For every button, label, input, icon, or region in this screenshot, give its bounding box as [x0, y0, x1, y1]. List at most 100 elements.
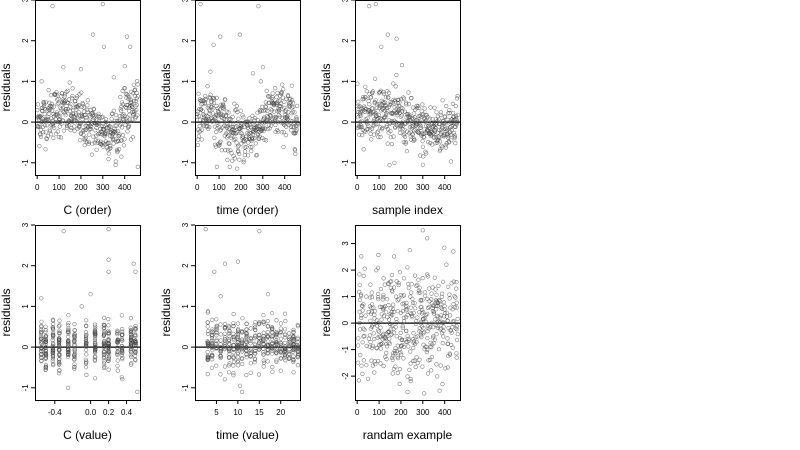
data-point	[95, 138, 100, 143]
data-point	[84, 352, 89, 357]
y-tick-label: 2	[21, 263, 30, 268]
data-point	[231, 323, 236, 329]
data-point	[214, 317, 219, 322]
data-point	[119, 375, 124, 380]
data-point	[421, 331, 426, 336]
data-point	[231, 337, 236, 342]
data-point	[416, 277, 421, 282]
data-point	[380, 297, 385, 302]
data-point	[427, 286, 432, 291]
data-point	[377, 101, 382, 106]
data-point	[430, 309, 436, 314]
x-tick-label: -0.4	[48, 408, 62, 417]
data-point	[420, 364, 425, 369]
data-point	[280, 115, 285, 120]
data-point	[287, 339, 292, 344]
data-point	[294, 116, 299, 121]
data-point	[111, 75, 116, 80]
data-point	[398, 350, 403, 355]
data-point	[435, 323, 440, 328]
data-point	[409, 282, 414, 287]
data-point	[289, 128, 294, 133]
data-point	[47, 129, 53, 134]
data-point	[111, 108, 116, 113]
data-point	[417, 329, 422, 334]
data-point	[433, 126, 438, 131]
data-point	[415, 334, 420, 339]
data-point	[435, 374, 440, 379]
data-point	[252, 357, 258, 362]
data-point	[121, 117, 126, 122]
data-point	[417, 310, 422, 315]
data-point	[39, 358, 44, 363]
data-point	[409, 311, 414, 316]
data-point	[235, 144, 240, 149]
data-point	[218, 355, 223, 361]
data-point	[374, 345, 379, 350]
data-point	[120, 377, 125, 382]
points	[38, 227, 140, 395]
data-point	[133, 332, 138, 337]
data-point	[222, 342, 227, 347]
y-tick-label: -1	[21, 384, 30, 392]
data-point	[360, 340, 365, 345]
data-point	[119, 104, 124, 109]
data-point	[412, 358, 417, 363]
x-tick-label: 100	[372, 183, 386, 192]
data-point	[128, 325, 133, 331]
data-point	[388, 285, 393, 291]
data-point	[278, 348, 283, 353]
data-point	[248, 326, 253, 331]
data-point	[106, 344, 111, 349]
data-point	[410, 132, 415, 137]
data-point	[390, 100, 395, 105]
panel-3: 0 100 200 300 400 -1 0 1 2 3 sample index residuals	[319, 0, 461, 217]
data-point	[381, 91, 387, 97]
data-point	[248, 338, 253, 344]
data-point	[403, 134, 408, 139]
data-point	[408, 305, 413, 310]
data-point	[424, 350, 430, 355]
data-point	[206, 331, 211, 337]
data-point	[102, 131, 108, 136]
y-tick-label: 3	[181, 222, 190, 227]
data-point	[438, 112, 443, 117]
data-point	[57, 328, 62, 333]
data-point	[425, 274, 431, 279]
data-point	[270, 91, 275, 96]
data-point	[248, 348, 253, 353]
x-tick-label: 200	[394, 408, 408, 417]
data-point	[244, 373, 249, 378]
data-point	[78, 131, 84, 136]
data-point	[437, 149, 443, 154]
data-point	[378, 134, 383, 140]
y-tick-label: 3	[21, 0, 30, 2]
data-point	[100, 1, 105, 7]
data-point	[448, 305, 453, 310]
data-point	[214, 327, 219, 332]
y-tick-label: 2	[181, 38, 190, 43]
data-point	[118, 94, 123, 100]
data-point	[356, 99, 361, 104]
data-point	[133, 348, 138, 354]
data-point	[412, 273, 418, 278]
data-point	[130, 135, 135, 140]
data-point	[431, 135, 436, 140]
data-point	[49, 101, 54, 106]
data-point	[197, 129, 202, 134]
data-point	[357, 272, 362, 277]
data-point	[438, 139, 443, 144]
data-point	[420, 228, 425, 233]
data-point	[412, 301, 417, 306]
data-point	[385, 297, 390, 302]
data-point	[51, 361, 56, 366]
data-point	[447, 352, 453, 357]
data-point	[361, 334, 366, 339]
data-point	[366, 123, 371, 128]
data-point	[84, 340, 89, 346]
data-point	[388, 279, 393, 284]
data-point	[96, 111, 101, 116]
data-point	[81, 128, 86, 133]
data-point	[265, 319, 270, 324]
data-point	[115, 339, 120, 344]
